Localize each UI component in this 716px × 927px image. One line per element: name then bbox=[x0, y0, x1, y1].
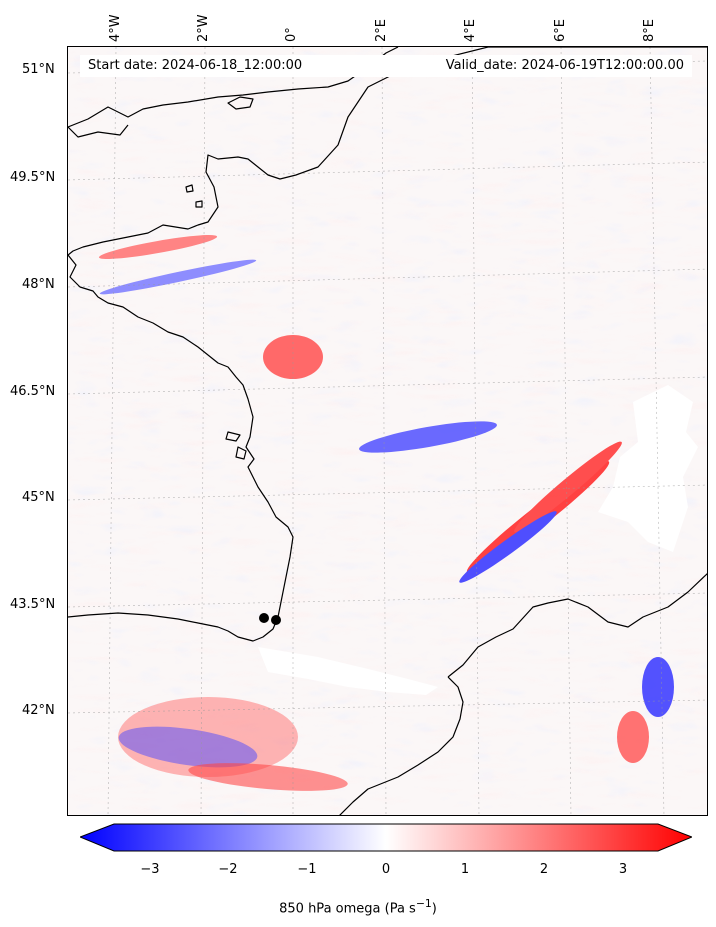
lon-label-2e: 2°E bbox=[374, 19, 389, 42]
lat-label-42n: 42°N bbox=[22, 703, 55, 718]
station-marker bbox=[259, 613, 269, 623]
lat-label-45n: 45°N bbox=[22, 490, 55, 505]
lat-label-51n: 51°N bbox=[22, 62, 55, 77]
lat-label-43-5n: 43.5°N bbox=[10, 597, 56, 612]
lon-label-4e: 4°E bbox=[463, 19, 478, 42]
colorbar-tick: −3 bbox=[140, 862, 160, 877]
colorbar bbox=[80, 823, 692, 852]
lon-label-8e: 8°E bbox=[642, 19, 657, 42]
colorbar-tick: −2 bbox=[218, 862, 238, 877]
start-date-text: Start date: 2024-06-18_12:00:00 bbox=[88, 58, 303, 73]
omega-field bbox=[68, 47, 707, 815]
lat-label-49-5n: 49.5°N bbox=[10, 170, 56, 185]
colorbar-label: 850 hPa omega (Pa s−1) bbox=[279, 897, 437, 917]
omega-map bbox=[67, 46, 708, 816]
lon-label-6e: 6°E bbox=[553, 19, 568, 42]
colorbar-tick: −1 bbox=[297, 862, 317, 877]
lon-label-0: 0° bbox=[284, 27, 299, 42]
lon-label-4w: 4°W bbox=[108, 14, 123, 42]
colorbar-tick: 2 bbox=[539, 862, 549, 877]
lat-label-46-5n: 46.5°N bbox=[10, 384, 56, 399]
station-marker bbox=[271, 615, 281, 625]
colorbar-tick: 0 bbox=[381, 862, 391, 877]
valid-date-text: Valid_date: 2024-06-19T12:00:00.00 bbox=[445, 58, 684, 73]
colorbar-tick: 1 bbox=[460, 862, 470, 877]
lat-label-48n: 48°N bbox=[22, 277, 55, 292]
date-info-bar: Start date: 2024-06-18_12:00:00 Valid_da… bbox=[80, 55, 692, 77]
colorbar-tick: 3 bbox=[618, 862, 628, 877]
lon-label-2w: 2°W bbox=[196, 14, 211, 42]
